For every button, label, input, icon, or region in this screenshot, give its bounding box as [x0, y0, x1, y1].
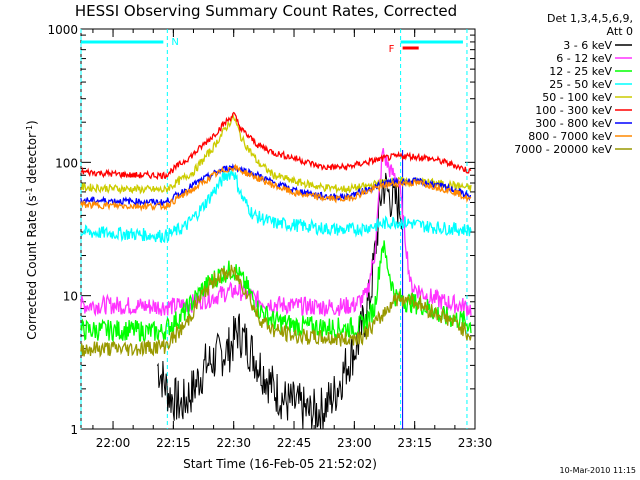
y-tick-label: 10: [63, 290, 78, 304]
series-line-8: [80, 163, 472, 212]
legend-entry-label: 7000 - 20000 keV: [514, 143, 612, 156]
flare-label: F: [389, 44, 395, 55]
series-line-2: [80, 148, 472, 317]
y-tick-label: 1000: [47, 23, 78, 37]
chart-title: HESSI Observing Summary Count Rates, Cor…: [75, 2, 457, 20]
timestamp: 10-Mar-2010 11:15: [560, 466, 637, 475]
x-tick-label: 22:45: [277, 436, 312, 450]
plot-frame: [80, 28, 476, 430]
legend-entry-label: 25 - 50 keV: [549, 78, 612, 91]
legend-entry-label: 300 - 800 keV: [535, 117, 612, 130]
legend-entry-label: 12 - 25 keV: [549, 65, 612, 78]
night-label: N: [171, 37, 178, 48]
series-line-6: [80, 111, 472, 181]
y-tick-label: 100: [55, 156, 78, 170]
plot-area: 1 10 100 1000 22:00 22:15 22:30 22:45 23:00 23:15…: [47, 23, 492, 450]
legend-entry-label: 100 - 300 keV: [535, 104, 612, 117]
x-tick-label: 22:15: [156, 436, 191, 450]
y-tick-label: 1: [70, 423, 78, 437]
series-line-1: [156, 172, 404, 430]
legend-entry-label: 800 - 7000 keV: [528, 130, 612, 143]
legend-entry-label: 3 - 6 keV: [563, 39, 612, 52]
series-line-4: [80, 170, 472, 244]
x-tick-label: 22:00: [96, 436, 131, 450]
x-axis-label: Start Time (16-Feb-05 21:52:02): [183, 457, 377, 471]
y-axis-label: Corrected Count Rate (s-1 detector-1): [25, 120, 40, 339]
legend-header-line-2: Att 0: [607, 25, 633, 38]
x-tick-label: 23:00: [337, 436, 372, 450]
x-tick-label: 23:15: [397, 436, 432, 450]
x-tick-label: 23:30: [458, 436, 493, 450]
x-tick-label: 22:30: [216, 436, 251, 450]
series-line-9: [80, 264, 472, 358]
series-line-3: [80, 240, 472, 344]
legend-entry-label: 6 - 12 keV: [556, 52, 612, 65]
legend-header-line-1: Det 1,3,4,5,6,9,: [547, 12, 633, 25]
legend-entry-label: 50 - 100 keV: [542, 91, 612, 104]
